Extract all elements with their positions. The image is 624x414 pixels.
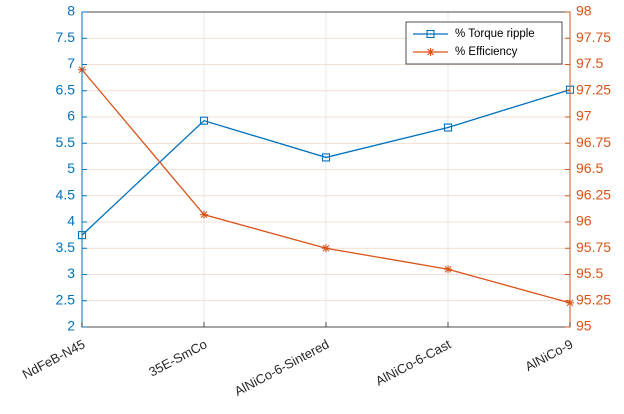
- left-tick-label: 8: [67, 3, 75, 19]
- efficiency-point: [444, 265, 452, 274]
- right-tick-label: 98: [576, 3, 592, 19]
- left-tick-label: 3: [67, 265, 75, 281]
- series-line-torque-ripple: [81, 89, 571, 236]
- x-tick-label: 35E-SmCo: [146, 336, 209, 379]
- right-tick-label: 95.25: [576, 291, 611, 307]
- left-tick-label: 6: [67, 108, 75, 124]
- left-tick-label: 7.5: [56, 29, 76, 45]
- left-tick-label: 6.5: [56, 81, 76, 97]
- legend-box: [405, 21, 563, 65]
- x-tick-label: AlNiCo-9: [522, 336, 575, 374]
- left-tick-label: 2.5: [56, 291, 76, 307]
- left-tick-label: 5: [67, 160, 75, 176]
- efficiency-point: [322, 244, 330, 253]
- axes-ticks: 2 2.5 3 3.5 4 4.5 5 5.5 6 6.5 7 7.5 8 95 95.25 95.5 95.7…: [56, 3, 612, 334]
- right-tick-label: 97.5: [576, 55, 603, 71]
- left-tick-label: 2: [67, 318, 75, 334]
- torque-ripple-point: [321, 153, 331, 162]
- left-tick-label: 4: [67, 213, 75, 229]
- x-tick-label: AlNiCo-6-Cast: [373, 336, 454, 388]
- torque-ripple-point: [443, 123, 453, 132]
- right-tick-label: 95: [576, 318, 592, 334]
- right-tick-label: 96.5: [576, 160, 603, 176]
- left-tick-label: 5.5: [56, 134, 76, 150]
- right-tick-label: 96.75: [576, 134, 611, 150]
- left-tick-label: 4.5: [56, 186, 76, 202]
- legend-label-torque: % Torque ripple: [455, 28, 535, 40]
- right-tick-label: 96.25: [576, 186, 611, 202]
- left-tick-label: 7: [67, 55, 75, 71]
- efficiency-point: [200, 210, 208, 219]
- legend-marker-efficiency: [426, 48, 435, 56]
- right-tick-label: 95.5: [576, 265, 603, 281]
- left-tick-label: 3.5: [56, 239, 76, 255]
- right-tick-label: 97: [576, 108, 592, 124]
- right-tick-label: 97.75: [576, 29, 611, 45]
- legend-label-efficiency: % Efficiency: [455, 46, 518, 58]
- grid: [81, 11, 571, 328]
- right-tick-label: 96: [576, 213, 592, 229]
- x-tick-labels: NdFeB-N45 35E-SmCo AlNiCo-6-Sintered AlNiCo…: [20, 336, 576, 399]
- legend: % Torque ripple % Efficiency: [405, 21, 563, 65]
- x-tick-label: NdFeB-N45: [20, 336, 88, 381]
- legend-marker-torque: [426, 29, 435, 39]
- right-tick-label: 97.25: [576, 81, 611, 97]
- right-tick-label: 95.75: [576, 239, 611, 255]
- torque-ripple-point: [199, 116, 209, 125]
- x-tick-label: AlNiCo-6-Sintered: [232, 336, 332, 398]
